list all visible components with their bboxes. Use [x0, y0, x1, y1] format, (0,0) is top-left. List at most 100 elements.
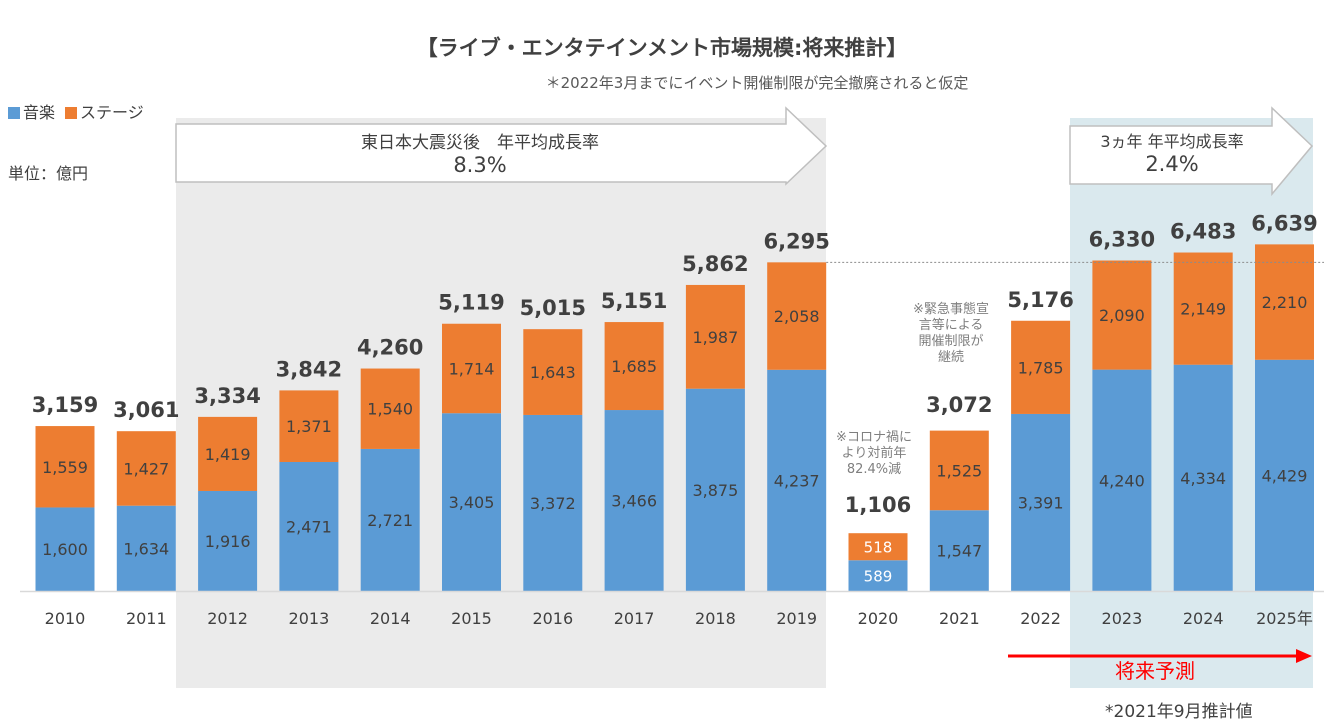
data-label-music: 1,600: [42, 540, 88, 559]
data-label-stage: 1,525: [936, 461, 982, 480]
data-label-total: 1,106: [845, 493, 911, 517]
bar-stage-2019: [767, 262, 827, 370]
data-label-music: 3,372: [530, 494, 576, 513]
bar-stage-2017: [604, 322, 664, 411]
bar-stage-2024: [1173, 252, 1233, 365]
data-label-stage: 1,540: [367, 400, 413, 419]
data-label-total: 3,842: [276, 357, 342, 381]
bar-music-2021: [929, 510, 989, 591]
legend-label-stage: ステージ: [80, 103, 144, 122]
x-tick-label: 2017: [614, 609, 655, 628]
bar-music-2025年: [1255, 359, 1314, 591]
data-label-music: 2,721: [367, 511, 413, 530]
data-label-music: 3,466: [611, 492, 657, 511]
data-label-stage: 1,559: [42, 458, 88, 477]
arrow1-text: 東日本大震災後 年平均成長率 8.3%: [180, 128, 780, 177]
bar-music-2022: [1011, 413, 1071, 591]
legend-item-music: 音楽: [8, 99, 55, 123]
arrow2-label: 3ヵ年 年平均成長率: [1100, 132, 1244, 151]
bar-stage-2016: [523, 329, 583, 415]
legend-swatch-stage: [65, 107, 78, 119]
x-tick-label: 2019: [776, 609, 817, 628]
arrow1-label: 東日本大震災後 年平均成長率: [361, 133, 599, 153]
x-tick-label: 2021: [939, 609, 980, 628]
x-tick-label: 2018: [695, 609, 736, 628]
footnote: *2021年9月推計値: [1105, 702, 1253, 722]
bar-stage-2018: [685, 284, 745, 389]
x-tick-label: 2025年: [1256, 609, 1313, 628]
data-label-total: 4,260: [357, 336, 423, 360]
bar-stage-2010: [35, 426, 95, 508]
data-label-music: 3,875: [692, 481, 738, 500]
x-tick-label: 2016: [532, 609, 573, 628]
data-label-music: 3,405: [449, 493, 495, 512]
arrow1-value: 8.3%: [453, 153, 507, 177]
data-label-stage: 1,419: [205, 445, 251, 464]
data-label-total: 5,176: [1007, 288, 1073, 312]
bar-stage-2025年: [1255, 244, 1314, 360]
data-label-total: 3,072: [926, 393, 992, 417]
x-tick-label: 2010: [45, 609, 86, 628]
arrow2-text: 3ヵ年 年平均成長率 2.4%: [1072, 128, 1272, 176]
data-label-stage: 1,427: [123, 459, 169, 478]
x-tick-label: 2014: [370, 609, 411, 628]
data-label-stage: 2,149: [1180, 300, 1226, 319]
x-tick-label: 2013: [289, 609, 330, 628]
data-label-music: 3,391: [1018, 493, 1064, 512]
bar-music-2014: [360, 448, 420, 591]
x-tick-label: 2011: [126, 609, 167, 628]
data-label-total: 6,330: [1089, 228, 1155, 252]
bar-music-2017: [604, 410, 664, 591]
bar-music-2020: [848, 560, 908, 591]
covid-note: ※コロナ禍に より対前年 82.4%減: [836, 430, 912, 477]
bar-music-2024: [1173, 364, 1233, 591]
data-label-total: 6,639: [1251, 211, 1317, 235]
bar-stage-2013: [279, 390, 339, 462]
data-label-stage: 1,714: [449, 359, 495, 378]
data-label-total: 3,061: [113, 398, 179, 422]
chart-subtitle: ＊2022年3月までにイベント開催制限が完全撤廃されると仮定: [545, 74, 969, 92]
data-label-stage: 1,987: [692, 328, 738, 347]
forecast-label: 将来予測: [1115, 659, 1195, 683]
data-label-stage: 1,785: [1018, 358, 1064, 377]
bar-stage-2012: [198, 416, 258, 491]
data-label-stage: 2,058: [774, 307, 820, 326]
x-tick-label: 2012: [207, 609, 248, 628]
data-label-music: 4,334: [1180, 469, 1226, 488]
x-tick-label: 2022: [1020, 609, 1061, 628]
chart-title: 【ライブ・エンタテインメント市場規模:将来推計】: [416, 36, 908, 60]
bar-stage-2014: [360, 368, 420, 449]
forecast-arrow-head: [1296, 649, 1312, 663]
data-label-music: 2,471: [286, 517, 332, 536]
legend-item-stage: ステージ: [65, 99, 144, 123]
bar-music-2015: [442, 413, 501, 591]
arrow1-shape: [175, 106, 828, 186]
data-label-stage: 1,371: [286, 417, 332, 436]
data-label-music: 4,240: [1099, 471, 1145, 490]
arrow2-shape: [1069, 106, 1314, 197]
data-label-stage: 1,685: [611, 357, 657, 376]
data-label-total: 5,119: [438, 291, 504, 315]
data-label-music: 4,237: [774, 471, 820, 490]
bar-music-2023: [1092, 369, 1152, 591]
bar-music-2011: [116, 505, 176, 591]
data-label-music: 4,429: [1262, 466, 1308, 485]
bar-music-2016: [523, 414, 583, 591]
legend: 音楽 ステージ: [8, 99, 144, 123]
legend-swatch-music: [8, 107, 20, 119]
bar-stage-2023: [1092, 260, 1152, 370]
x-tick-label: 2023: [1102, 609, 1143, 628]
bar-stage-2020: [848, 533, 908, 561]
emergency-note: ※緊急事態宣 言等による 開催制限が 継続: [913, 302, 989, 365]
data-label-total: 6,295: [763, 229, 829, 253]
arrow2-value: 2.4%: [1145, 152, 1199, 176]
data-label-total: 3,159: [32, 393, 98, 417]
data-label-music: 1,634: [123, 539, 169, 558]
bar-stage-2015: [442, 323, 501, 414]
data-label-music: 589: [864, 568, 893, 586]
data-label-stage: 1,643: [530, 363, 576, 382]
unit-label: 単位：億円: [8, 164, 89, 183]
data-label-stage: 2,090: [1099, 306, 1145, 325]
data-label-total: 3,334: [194, 384, 260, 408]
